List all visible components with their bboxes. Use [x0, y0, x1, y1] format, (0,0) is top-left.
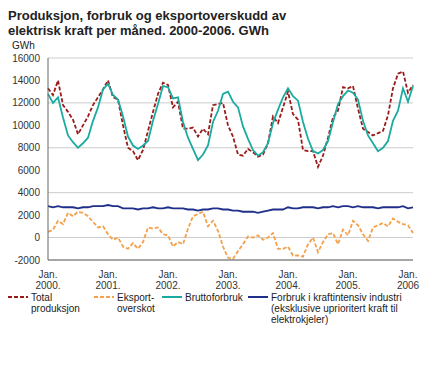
svg-text:10000: 10000	[12, 120, 40, 131]
svg-text:0: 0	[34, 232, 40, 243]
html-text:GWh: GWh	[12, 40, 35, 51]
svg-text:-2000: -2000	[14, 255, 40, 266]
svg-text:Jan.2004.: Jan.2004.	[275, 269, 300, 290]
html-text:Total produksjon: Total produksjon	[31, 292, 80, 314]
svg-text:Jan.2003.: Jan.2003.	[215, 269, 240, 290]
svg-text:16000: 16000	[12, 53, 40, 64]
svg-text:Jan.2005.: Jan.2005.	[335, 269, 360, 290]
svg-text:2000: 2000	[18, 210, 41, 221]
html-text:Produksjon, forbruk og eksport: Produksjon, forbruk og eksportoverskudd …	[8, 8, 287, 38]
svg-text:6000: 6000	[18, 165, 41, 176]
svg-text:14000: 14000	[12, 75, 40, 86]
html-text:Eksport- overskot: Eksport- overskot	[117, 292, 155, 314]
svg-text:Jan.2001.: Jan.2001.	[95, 269, 120, 290]
svg-text:Jan.2006: Jan.2006	[397, 269, 420, 290]
svg-text:8000: 8000	[18, 142, 41, 153]
html-text:Bruttoforbruk: Bruttoforbruk	[185, 292, 243, 303]
svg-text:12000: 12000	[12, 97, 40, 108]
svg-text:Jan.2000.: Jan.2000.	[35, 269, 60, 290]
svg-text:4000: 4000	[18, 187, 41, 198]
html-text:Forbruk i kraftintensiv indust: Forbruk i kraftintensiv industri (eksklu…	[271, 292, 402, 325]
svg-text:Jan.2002.: Jan.2002.	[155, 269, 180, 290]
